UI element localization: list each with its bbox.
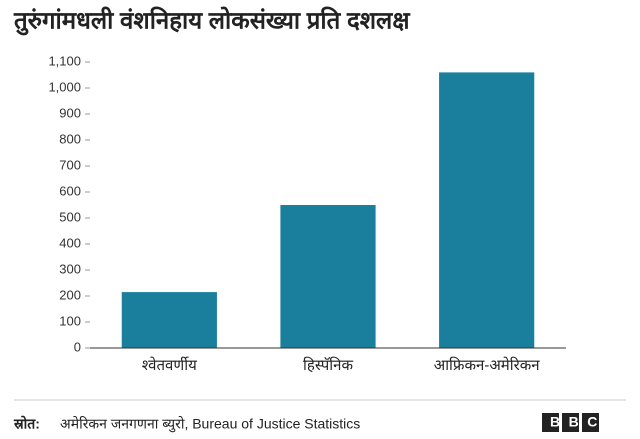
- bar: [280, 205, 376, 348]
- y-tick-label: 800: [59, 131, 81, 146]
- y-tick-label: 100: [59, 313, 81, 328]
- logo-text: BBC: [550, 414, 606, 430]
- y-tick-label: 1,100: [48, 53, 81, 68]
- y-tick-label: 900: [59, 105, 81, 120]
- source: अमेरिकन जनगणना ब्युरो, Bureau of Justice…: [60, 416, 360, 433]
- y-tick-label: 400: [59, 235, 81, 250]
- logo-box: [542, 413, 559, 432]
- logo: BBC: [542, 413, 606, 432]
- x-tick-label: आफ्रिकन-अमेरिकन: [434, 356, 541, 374]
- y-tick-label: 200: [59, 287, 81, 302]
- chart-title: तुरुंगांमधली वंशनिहाय लोकसंख्या प्रति दश…: [13, 6, 410, 35]
- x-tick-label: हिस्पॅनिक: [303, 356, 353, 374]
- y-tick-label: 600: [59, 183, 81, 198]
- y-tick-label: 1,000: [48, 79, 81, 94]
- source-label: स्रोत:: [13, 416, 40, 432]
- y-tick-label: 500: [59, 209, 81, 224]
- logo-box: [582, 413, 599, 432]
- y-tick-label: 700: [59, 157, 81, 172]
- bar: [439, 72, 535, 349]
- logo-box: [562, 413, 579, 432]
- y-tick-label: 300: [59, 261, 81, 276]
- x-tick-label: श्वेतवर्णीय: [142, 356, 197, 374]
- bar: [121, 292, 217, 348]
- y-tick-label: 0: [74, 339, 81, 354]
